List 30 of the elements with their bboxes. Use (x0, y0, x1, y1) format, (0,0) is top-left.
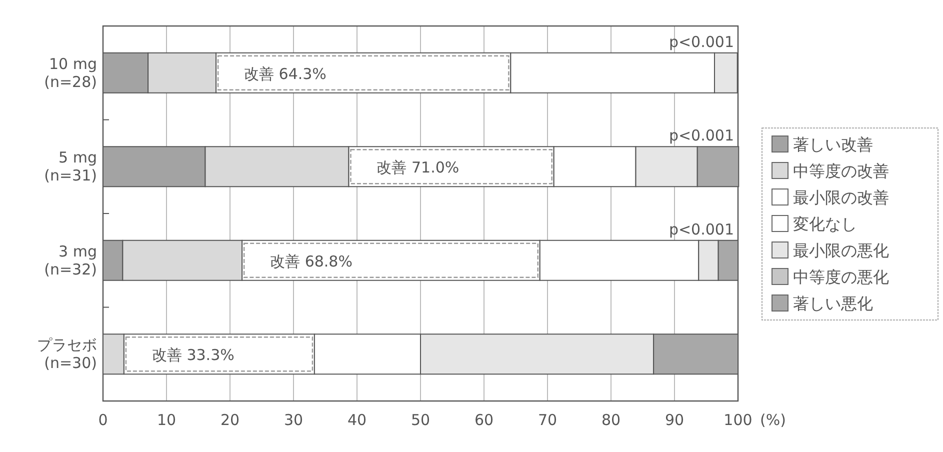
y-tick-label: 3 mg (n=32) (44, 242, 97, 278)
annotation: p<0.001 (668, 220, 734, 238)
y-tick-label: プラセボ (n=30) (37, 336, 97, 372)
x-tick-label: 60 (474, 411, 494, 429)
x-tick-label: 40 (347, 411, 367, 429)
annotation: 改善 71.0% (376, 158, 460, 177)
legend-label: 中等度の悪化 (793, 268, 889, 286)
legend-label: 著しい改善 (793, 135, 873, 154)
annotation: p<0.001 (668, 32, 734, 51)
annotation: 改善 68.8% (270, 252, 352, 270)
legend-label: 中等度の改善 (793, 162, 889, 180)
x-tick-label: 0 (98, 411, 108, 429)
x-tick-label: 90 (664, 411, 684, 429)
text: 最小限の改善 (793, 188, 889, 207)
x-tick-label: 80 (601, 411, 621, 429)
annotation: 改善 33.3% (152, 346, 234, 364)
legend-label: 最小限の悪化 (793, 241, 889, 260)
x-tick-label: 20 (220, 411, 240, 429)
x-tick-label: 70 (538, 411, 558, 429)
y-tick-label: 10 mg (n=28) (44, 54, 97, 91)
y-tick-label: 5 mg (n=31) (44, 148, 97, 185)
x-tick-label: 50 (410, 411, 430, 429)
x-tick-label: 10 (156, 411, 176, 429)
text: 変化なし (793, 214, 857, 234)
annotation: p<0.001 (668, 126, 734, 145)
x-tick-label: 30 (284, 411, 304, 429)
annotation: 改善 64.3% (244, 64, 326, 83)
x-tick-label: 100 (724, 411, 752, 429)
legend-label: 著しい悪化 (793, 294, 873, 313)
x-axis-title: (%) (760, 411, 786, 429)
